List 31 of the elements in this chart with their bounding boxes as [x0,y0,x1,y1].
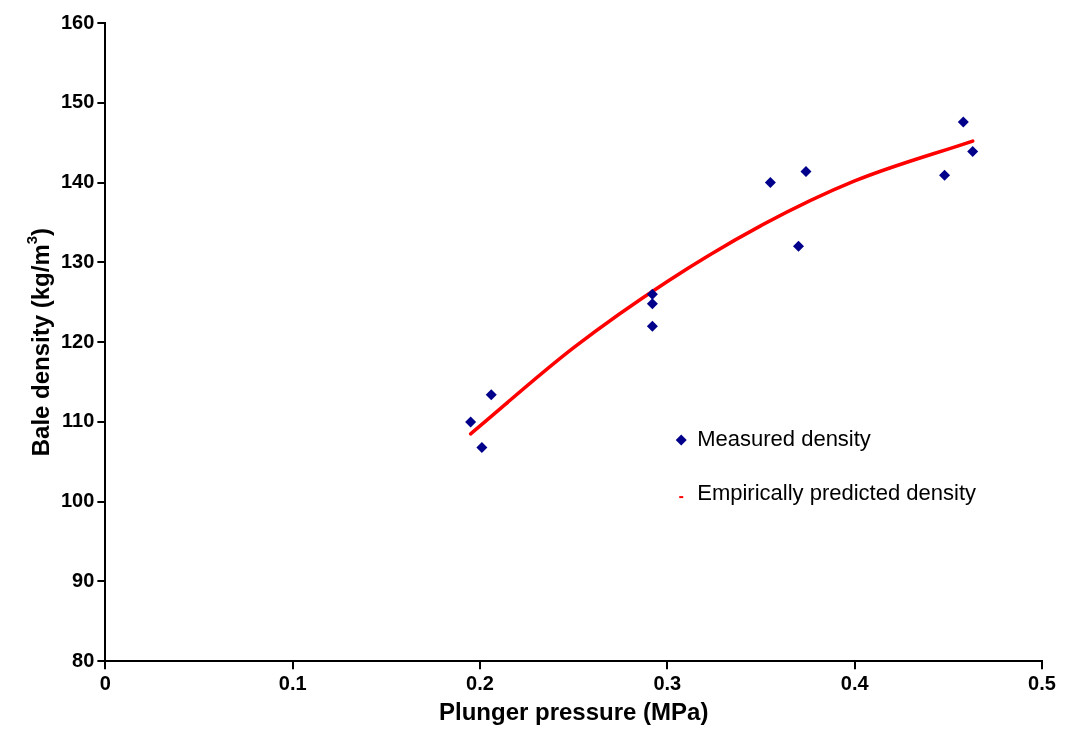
y-tick-label: 140 [60,170,95,193]
point [800,165,812,177]
point [646,298,658,310]
point [792,240,804,252]
point [476,441,488,453]
point [465,416,477,428]
x-tick-label: 0.4 [840,671,870,694]
y-tick-label: 150 [60,90,95,113]
legend-label: Measured density [697,426,871,452]
x-tick-label: 0.2 [466,671,494,694]
x-tick-label: 0.1 [278,671,307,694]
point [939,169,951,181]
point [957,116,969,128]
y-axis-title: Bale density (kg/m3) [23,227,54,457]
y-tick-label: 110 [62,409,95,432]
x-tick-label: 0.3 [653,671,682,694]
legend-label: Empirically predicted density [697,480,976,506]
x-axis-title: Plunger pressure (MPa) [438,698,709,726]
y-tick-label: 100 [60,489,95,512]
point [485,389,497,401]
x-tick-label: 0.5 [1028,671,1056,694]
y-tick-label: 80 [72,648,95,671]
y-tick-label: 90 [72,568,95,591]
x-tick-label: 0 [99,671,111,694]
point [646,288,658,300]
point [967,145,979,157]
y-tick-label: 160 [60,10,95,33]
y-tick-label: 130 [60,249,95,272]
point [646,320,658,332]
point [764,177,776,189]
y-tick-label: 120 [60,329,95,352]
